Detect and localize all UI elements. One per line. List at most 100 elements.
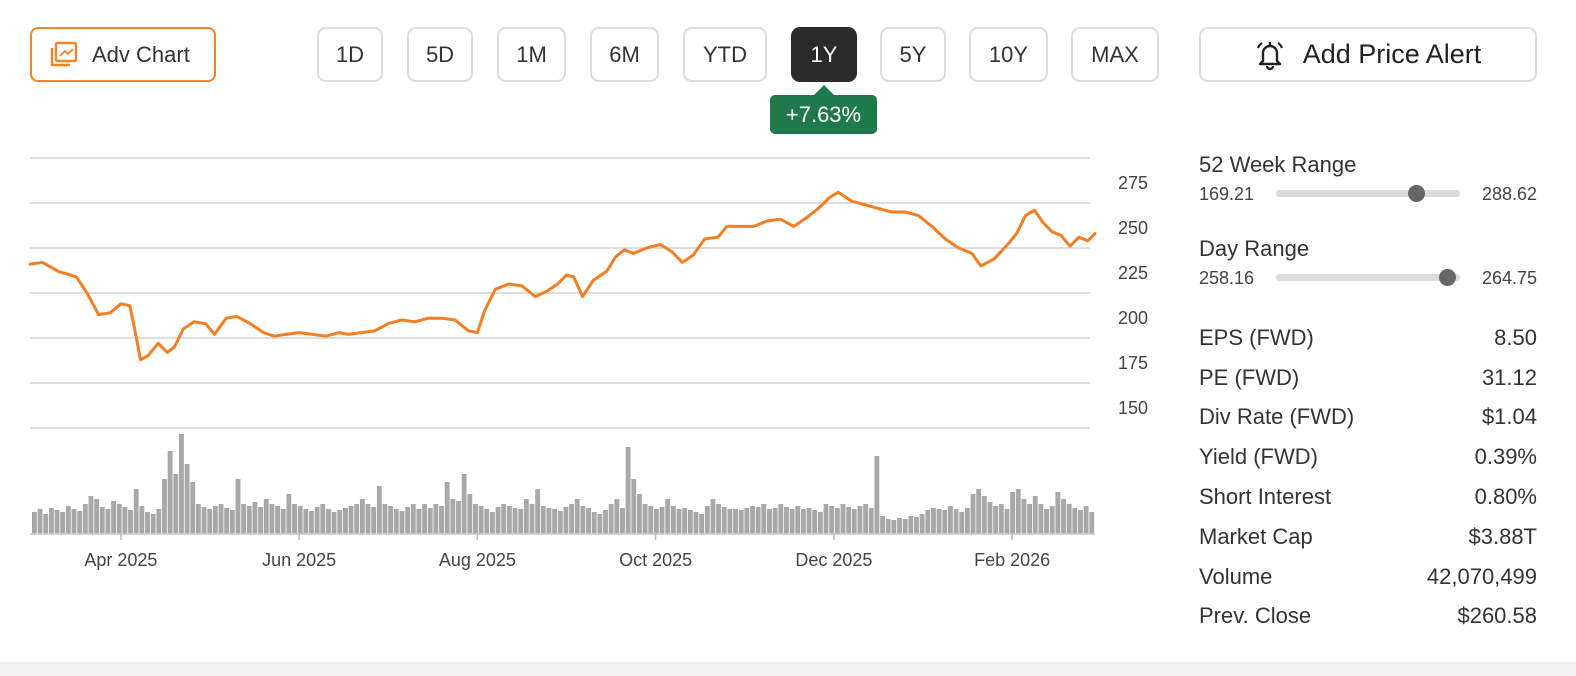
volume-bar [1061,499,1066,534]
volume-bar [286,494,292,534]
volume-bar [37,509,43,534]
volume-bar [721,507,727,534]
volume-bar [467,494,473,534]
week52-range-label: 52 Week Range [1199,152,1357,177]
volume-bar [450,499,456,534]
volume-bar [54,510,60,534]
volume-bar [704,506,710,534]
volume-bar [348,506,354,534]
volume-bar [309,511,314,534]
volume-bar [608,504,614,534]
volume-bar [925,510,931,534]
volume-bar [716,504,722,534]
volume-bar [857,506,863,534]
volume-bar [574,499,580,534]
range-button-1m[interactable]: 1M [497,27,566,82]
bell-icon [1256,41,1283,70]
volume-bar [682,508,688,534]
volume-bar [614,499,620,534]
add-price-alert-button[interactable]: Add Price Alert [1199,27,1537,82]
volume-bar [710,499,716,534]
stat-value: 0.39% [1474,444,1537,470]
price-volume-chart[interactable]: 275 250 225 200 175 150 Apr 2025 Jun 2025 Aug 2… [0,150,1180,580]
volume-bar [65,506,71,534]
volume-bar [207,509,213,534]
volume-bar [184,464,190,534]
volume-bar [586,508,591,534]
volume-bar [190,482,196,534]
adv-chart-label: Adv Chart [92,41,190,67]
range-button-1d[interactable]: 1D [317,27,383,82]
volume-bar [371,507,377,534]
volume-bar [326,509,331,534]
volume-bar [699,514,705,534]
volume-bar [427,508,433,534]
range-button-5d[interactable]: 5D [407,27,473,82]
stat-value: $3.88T [1468,523,1538,549]
week52-range-marker [1407,185,1425,202]
volume-bar [376,486,382,534]
stat-label: Div Rate (FWD) [1199,404,1355,430]
volume-bar [269,504,275,534]
volume-bar [393,509,399,534]
volume-bar [942,510,948,534]
y-tick-label: 275 [1118,173,1148,193]
day-range-low: 258.16 [1199,268,1255,288]
volume-bar [275,506,280,534]
volume-bar [523,499,529,534]
volume-bar [337,510,343,534]
volume-bar [1015,489,1021,534]
volume-bar [399,511,405,534]
range-button-6m[interactable]: 6M [590,27,659,82]
volume-bar [676,509,682,534]
y-tick-label: 150 [1118,398,1148,418]
stat-row-pe: PE (FWD) 31.12 [1199,358,1537,398]
x-tick-label: Feb 2026 [974,550,1050,570]
volume-bar [947,506,953,534]
stat-row-eps: EPS (FWD) 8.50 [1199,318,1537,358]
volume-bar [1021,499,1027,534]
stat-label: Short Interest [1199,484,1332,510]
volume-bar [456,501,461,534]
stat-label: Market Cap [1199,523,1313,549]
stat-row-volume: Volume 42,070,499 [1199,557,1537,597]
volume-bar [823,504,829,534]
volume-bar [846,507,852,534]
stat-label: Volume [1199,563,1273,589]
volume-bar [1010,492,1016,534]
volume-bar [863,504,869,534]
volume-bar [563,507,569,534]
volume-bar [201,507,207,534]
volume-bar [342,508,348,534]
volume-bar [388,506,394,534]
week52-range: 52 Week Range 169.21 288.62 [1199,150,1537,234]
volume-bar [1078,510,1083,534]
volume-bar [535,489,541,534]
range-button-1y[interactable]: 1Y [791,27,857,82]
x-tick-label: Jun 2025 [262,550,336,570]
volume-bar [241,504,247,534]
volume-bar [82,504,88,534]
volume-bar [77,511,83,534]
volume-bar [868,508,874,534]
range-button-10y[interactable]: 10Y [969,27,1048,82]
volume-bar [122,507,128,534]
layers-icon [50,41,78,66]
volume-bar [653,509,659,534]
volume-bar [597,514,603,534]
volume-bar [727,509,733,534]
volume-bar [173,474,179,534]
range-button-ytd[interactable]: YTD [683,27,767,82]
volume-bar [439,506,444,534]
adv-chart-button[interactable]: Adv Chart [30,27,216,82]
volume-bar [71,509,77,534]
week52-range-low: 169.21 [1199,184,1255,204]
y-axis-ticks: 275 250 225 200 175 150 [1118,173,1148,418]
stat-value: 42,070,499 [1426,563,1537,589]
volume-bar [195,504,201,534]
range-button-5y[interactable]: 5Y [880,27,946,82]
x-axis-ticks: Apr 2025 Jun 2025 Aug 2025 Oct 2025 Dec 2025… [84,534,1050,570]
range-button-max[interactable]: MAX [1071,27,1159,82]
volume-bar [767,509,772,534]
volume-bar [784,507,789,534]
